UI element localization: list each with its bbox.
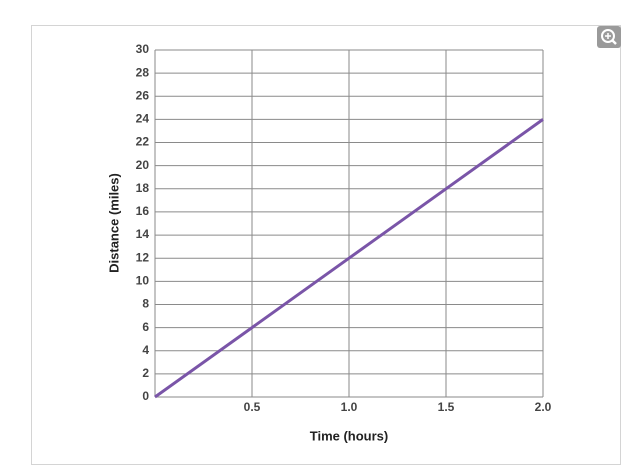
y-tick-label: 22 [136, 135, 150, 149]
y-tick-label: 0 [142, 389, 149, 403]
chart: Time (hours) Distance (miles) 0246810121… [0, 0, 627, 472]
x-tick-label: 2.0 [535, 400, 552, 414]
y-axis-title: Distance (miles) [106, 173, 121, 273]
y-tick-label: 14 [136, 227, 150, 241]
y-tick-label: 12 [136, 250, 150, 264]
y-tick-label: 24 [136, 112, 150, 126]
y-tick-label: 10 [136, 274, 150, 288]
y-tick-label: 20 [136, 158, 150, 172]
y-tick-label: 18 [136, 181, 150, 195]
x-axis-title: Time (hours) [310, 428, 389, 443]
x-tick-label: 1.5 [438, 400, 455, 414]
y-tick-label: 16 [136, 204, 150, 218]
y-tick-label: 2 [142, 366, 149, 380]
x-tick-label: 0.5 [244, 400, 261, 414]
y-tick-label: 30 [136, 42, 150, 56]
y-tick-label: 28 [136, 65, 150, 79]
y-tick-label: 6 [142, 320, 149, 334]
y-tick-label: 8 [142, 297, 149, 311]
zoom-button[interactable] [597, 26, 621, 48]
y-tick-label: 26 [136, 88, 150, 102]
x-tick-label: 1.0 [341, 400, 358, 414]
y-tick-label: 4 [142, 343, 149, 357]
